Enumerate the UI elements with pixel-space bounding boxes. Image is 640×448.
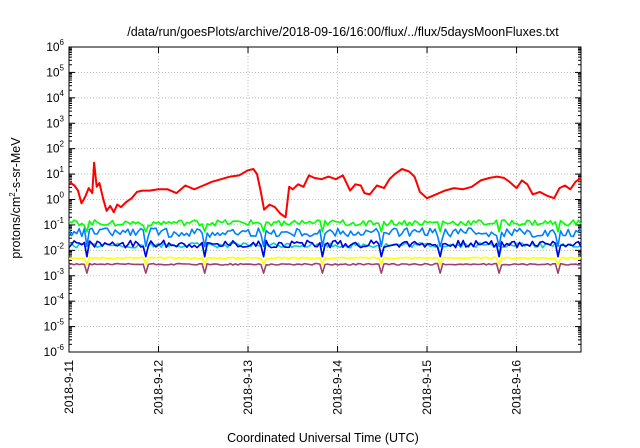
series-line (68, 256, 582, 266)
y-tick-label: 106 (46, 38, 64, 54)
x-axis-label: Coordinated Universal Time (UTC) (227, 431, 419, 445)
y-tick-label: 10-6 (44, 343, 65, 359)
x-tick-label: 2018-9-13 (241, 360, 255, 415)
x-tick-label: 2018-9-12 (152, 360, 166, 415)
y-tick-label: 102 (46, 140, 64, 156)
y-tick-label: 103 (46, 114, 64, 130)
y-tick-label: 101 (46, 165, 64, 181)
x-tick-label: 2018-9-15 (420, 360, 434, 415)
x-tick-label: 2018-9-11 (62, 360, 76, 414)
y-tick-label: 10-2 (44, 241, 65, 257)
x-tick-label: 2018-9-14 (331, 360, 345, 415)
x-tick-label: 2018-9-16 (510, 360, 524, 415)
series-line (68, 161, 582, 219)
y-tick-label: 10-1 (44, 216, 65, 232)
y-tick-label: 10-5 (44, 318, 65, 334)
y-axis-label: protons/cm2-s-sr-MeV (8, 137, 23, 259)
series-line (68, 227, 582, 248)
series-layer (68, 161, 582, 274)
x-axis: 2018-9-11 2018-9-12 2018-9-13 2018-9-14 2018… (62, 47, 524, 415)
y-tick-label: 10-3 (44, 267, 65, 283)
grid (69, 47, 581, 352)
series-line (68, 219, 582, 233)
y-tick-label: 10-4 (44, 292, 65, 308)
series-line (68, 239, 582, 258)
y-tick-label: 100 (46, 191, 64, 207)
chart-title: /data/run/goesPlots/archive/2018-09-16/1… (127, 25, 559, 39)
y-tick-label: 104 (46, 89, 64, 105)
y-tick-label: 105 (46, 63, 64, 79)
y-axis: 106 105 104 103 102 101 100 10-1 10-2 10-3 10-4 10-… (44, 38, 581, 359)
series-line (68, 262, 582, 274)
